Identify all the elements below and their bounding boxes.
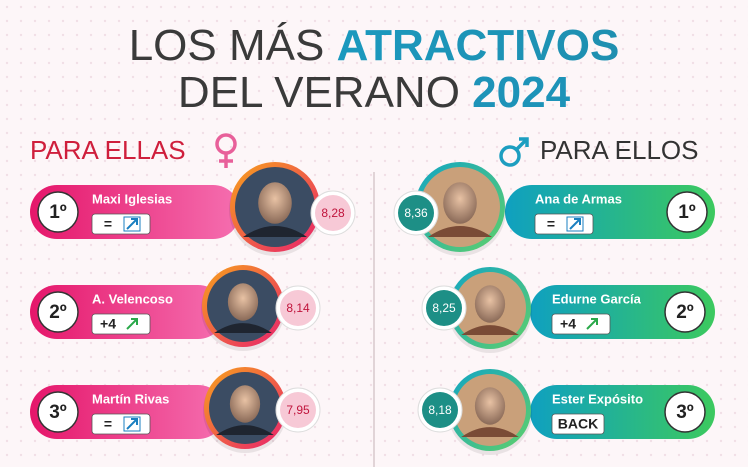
title-highlight: ATRACTIVOS — [337, 21, 620, 70]
rank-badge — [664, 291, 706, 333]
card-pill — [30, 185, 240, 239]
change: = — [104, 216, 112, 232]
photo-face — [474, 387, 506, 425]
photo-face — [229, 385, 261, 423]
score-badge — [422, 392, 458, 428]
name: A. Velencoso — [92, 291, 173, 306]
rank: 1º — [49, 202, 67, 223]
name: Ana de Armas — [535, 191, 622, 206]
change-box — [91, 213, 151, 235]
change-box — [91, 413, 151, 435]
rank: 2º — [676, 302, 694, 323]
photo-body — [428, 226, 492, 237]
rank: 1º — [678, 202, 696, 223]
card-pill — [30, 385, 225, 439]
photo-face — [258, 182, 292, 224]
change-icon — [586, 318, 598, 330]
change: BACK — [558, 416, 598, 432]
change-icon — [126, 418, 138, 430]
ranking-card: 2º A. Velencoso +4 8,14 — [30, 265, 321, 351]
photo-body — [461, 427, 519, 437]
rank: 3º — [676, 402, 694, 423]
photo-face — [474, 285, 506, 323]
name: Ester Expósito — [552, 391, 643, 406]
change-icon-frame — [123, 416, 141, 432]
change-icon — [569, 218, 581, 230]
change-box — [551, 413, 605, 435]
rank-badge — [37, 391, 79, 433]
card-pill — [30, 285, 225, 339]
change: = — [104, 416, 112, 432]
score: 8,25 — [432, 301, 456, 315]
rank: 2º — [49, 302, 67, 323]
change: +4 — [560, 316, 576, 332]
score-badge — [280, 392, 316, 428]
ranking-card: 1º Maxi Iglesias = 8,28 — [30, 162, 356, 256]
left-heading: PARA ELLAS — [30, 135, 186, 165]
title-text: LOS MÁS — [129, 21, 325, 70]
rank-badge — [37, 191, 79, 233]
change-box — [534, 213, 594, 235]
photo-body — [216, 425, 274, 435]
score: 8,28 — [321, 206, 345, 220]
change: +4 — [100, 316, 116, 332]
title-text: DEL VERANO — [178, 68, 460, 117]
photo-face — [227, 283, 259, 321]
rank: 3º — [49, 402, 67, 423]
score-badge — [426, 290, 462, 326]
score-badge — [280, 290, 316, 326]
ranking-card: 2º Edurne García +4 8,25 — [421, 267, 715, 353]
ranking-card: 1º Ana de Armas = 8,36 — [393, 162, 715, 256]
ranking-card: 3º Martín Rivas = 7,95 — [30, 367, 321, 453]
change-icon-frame — [123, 216, 141, 232]
ranking-card: 3º Ester Expósito BACK 8,18 — [417, 369, 715, 455]
score: 8,36 — [404, 206, 428, 220]
name: Martín Rivas — [92, 391, 169, 406]
right-heading: PARA ELLOS — [540, 135, 699, 165]
male-icon — [499, 137, 529, 167]
change-icon — [126, 218, 138, 230]
photo-body — [214, 323, 272, 333]
change-icon-frame — [566, 216, 584, 232]
female-icon — [215, 133, 237, 168]
score-badge — [315, 195, 351, 231]
photo-face — [443, 182, 477, 224]
photo-body — [243, 226, 307, 237]
score: 8,18 — [428, 403, 452, 417]
change: = — [547, 216, 555, 232]
score-badge — [398, 195, 434, 231]
photo-body — [461, 325, 519, 335]
name: Maxi Iglesias — [92, 191, 172, 206]
title-highlight: 2024 — [472, 68, 570, 117]
title-line1: LOS MÁS ATRACTIVOS — [129, 21, 620, 70]
rank-badge — [37, 291, 79, 333]
title-line2: DEL VERANO 2024 — [178, 68, 571, 117]
name: Edurne García — [552, 291, 642, 306]
score: 8,14 — [286, 301, 310, 315]
score: 7,95 — [286, 403, 310, 417]
change-icon — [126, 318, 138, 330]
rank-badge — [666, 191, 708, 233]
rank-badge — [664, 391, 706, 433]
